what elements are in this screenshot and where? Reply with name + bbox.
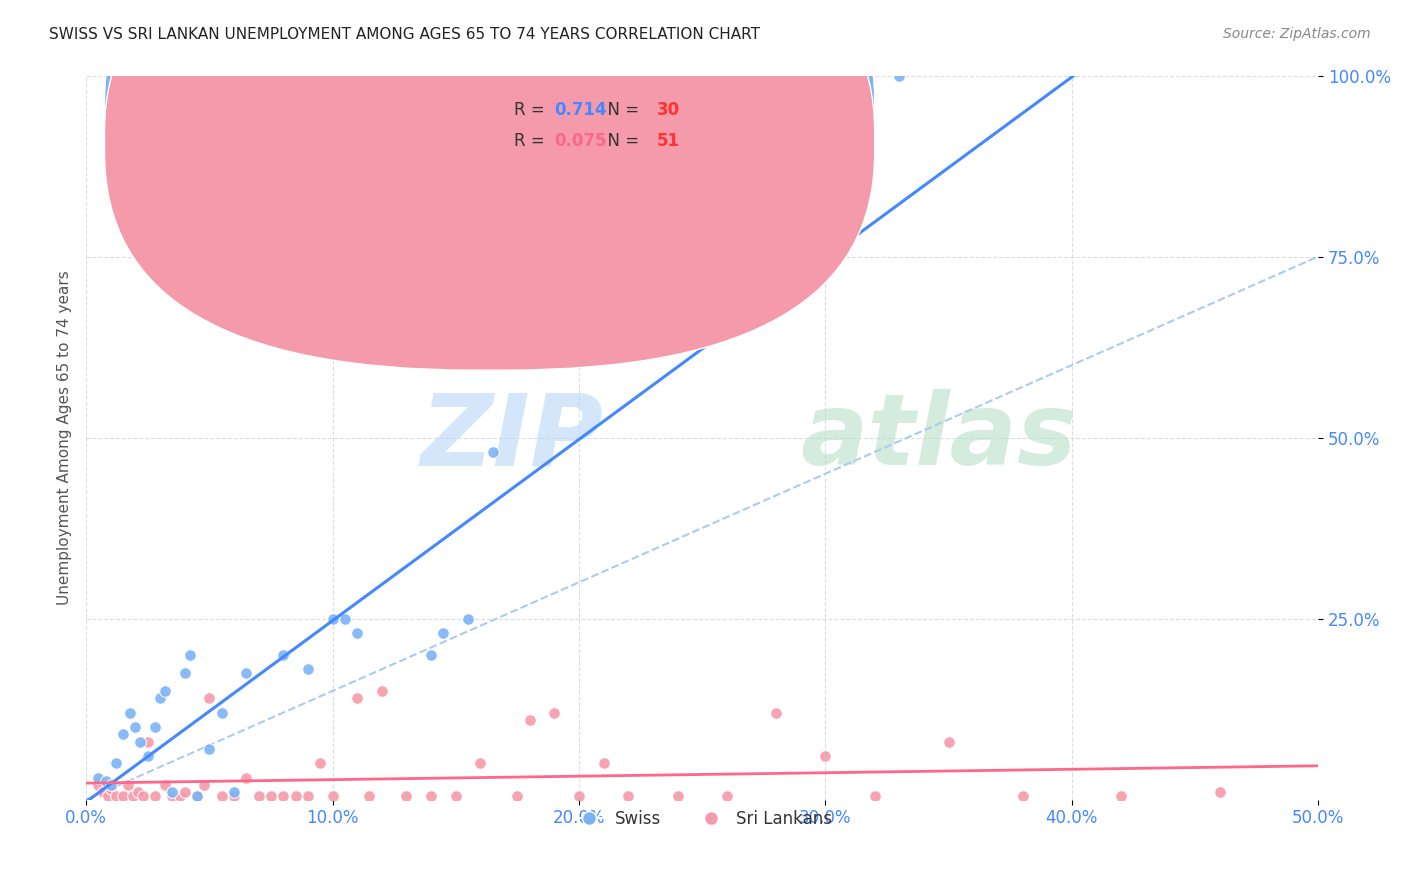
Point — [186, 789, 208, 803]
Point — [371, 684, 394, 698]
Point — [198, 691, 221, 706]
Text: R =: R = — [513, 101, 550, 119]
Point — [235, 665, 257, 680]
Point — [112, 727, 135, 741]
Point — [543, 706, 565, 720]
Point — [346, 691, 368, 706]
Point — [122, 789, 145, 803]
Point — [1011, 789, 1033, 803]
Point — [136, 749, 159, 764]
Point — [222, 789, 245, 803]
Point — [235, 771, 257, 785]
Text: N =: N = — [598, 132, 645, 150]
Point — [162, 785, 184, 799]
Point — [297, 789, 319, 803]
Point — [129, 734, 152, 748]
FancyBboxPatch shape — [104, 0, 875, 340]
Point — [87, 771, 110, 785]
Point — [222, 785, 245, 799]
Point — [271, 648, 294, 662]
Text: N =: N = — [598, 101, 645, 119]
Point — [1208, 785, 1230, 799]
Point — [666, 789, 689, 803]
Point — [169, 789, 191, 803]
Point — [117, 778, 139, 792]
Point — [1109, 789, 1132, 803]
Point — [153, 684, 176, 698]
Point — [321, 789, 343, 803]
Point — [420, 648, 443, 662]
Point — [179, 648, 201, 662]
Point — [506, 789, 529, 803]
Point — [186, 789, 208, 803]
Point — [519, 713, 541, 727]
Text: SWISS VS SRI LANKAN UNEMPLOYMENT AMONG AGES 65 TO 74 YEARS CORRELATION CHART: SWISS VS SRI LANKAN UNEMPLOYMENT AMONG A… — [49, 27, 761, 42]
Point — [143, 789, 166, 803]
Point — [97, 789, 120, 803]
Point — [149, 691, 172, 706]
Point — [568, 789, 591, 803]
Point — [716, 789, 738, 803]
Point — [271, 789, 294, 803]
Point — [284, 789, 307, 803]
Point — [136, 734, 159, 748]
Point — [112, 789, 135, 803]
Text: atlas: atlas — [801, 389, 1077, 486]
Point — [889, 69, 911, 83]
FancyBboxPatch shape — [104, 0, 875, 370]
Point — [346, 626, 368, 640]
Point — [120, 706, 142, 720]
Point — [444, 789, 467, 803]
Text: ZIP: ZIP — [420, 389, 603, 486]
Point — [104, 756, 127, 771]
Point — [814, 749, 837, 764]
Point — [173, 665, 195, 680]
Point — [395, 789, 418, 803]
Point — [94, 774, 117, 789]
Text: 0.714: 0.714 — [554, 101, 607, 119]
Point — [309, 756, 332, 771]
Point — [617, 789, 640, 803]
FancyBboxPatch shape — [450, 83, 770, 184]
Point — [333, 611, 356, 625]
Point — [321, 611, 343, 625]
Point — [87, 778, 110, 792]
Point — [132, 789, 155, 803]
Point — [457, 611, 479, 625]
Text: R =: R = — [513, 132, 550, 150]
Point — [211, 706, 233, 720]
Point — [198, 742, 221, 756]
Point — [297, 662, 319, 676]
Point — [481, 445, 503, 459]
Point — [104, 789, 127, 803]
Point — [100, 781, 122, 796]
Point — [938, 734, 960, 748]
Legend: Swiss, Sri Lankans: Swiss, Sri Lankans — [567, 804, 838, 835]
Point — [193, 778, 215, 792]
Point — [100, 778, 122, 792]
Point — [470, 756, 492, 771]
Point — [127, 785, 149, 799]
Point — [91, 785, 114, 799]
Point — [260, 789, 283, 803]
Point — [432, 626, 454, 640]
Point — [359, 789, 381, 803]
Point — [247, 789, 270, 803]
Y-axis label: Unemployment Among Ages 65 to 74 years: Unemployment Among Ages 65 to 74 years — [58, 270, 72, 605]
Point — [153, 778, 176, 792]
Text: Source: ZipAtlas.com: Source: ZipAtlas.com — [1223, 27, 1371, 41]
Point — [143, 720, 166, 734]
Point — [162, 789, 184, 803]
Point — [420, 789, 443, 803]
Text: 30: 30 — [657, 101, 679, 119]
Point — [765, 706, 787, 720]
Text: 51: 51 — [657, 132, 679, 150]
Point — [863, 789, 886, 803]
Point — [173, 785, 195, 799]
Point — [211, 789, 233, 803]
Point — [592, 756, 614, 771]
Text: 0.075: 0.075 — [554, 132, 607, 150]
Point — [124, 720, 146, 734]
